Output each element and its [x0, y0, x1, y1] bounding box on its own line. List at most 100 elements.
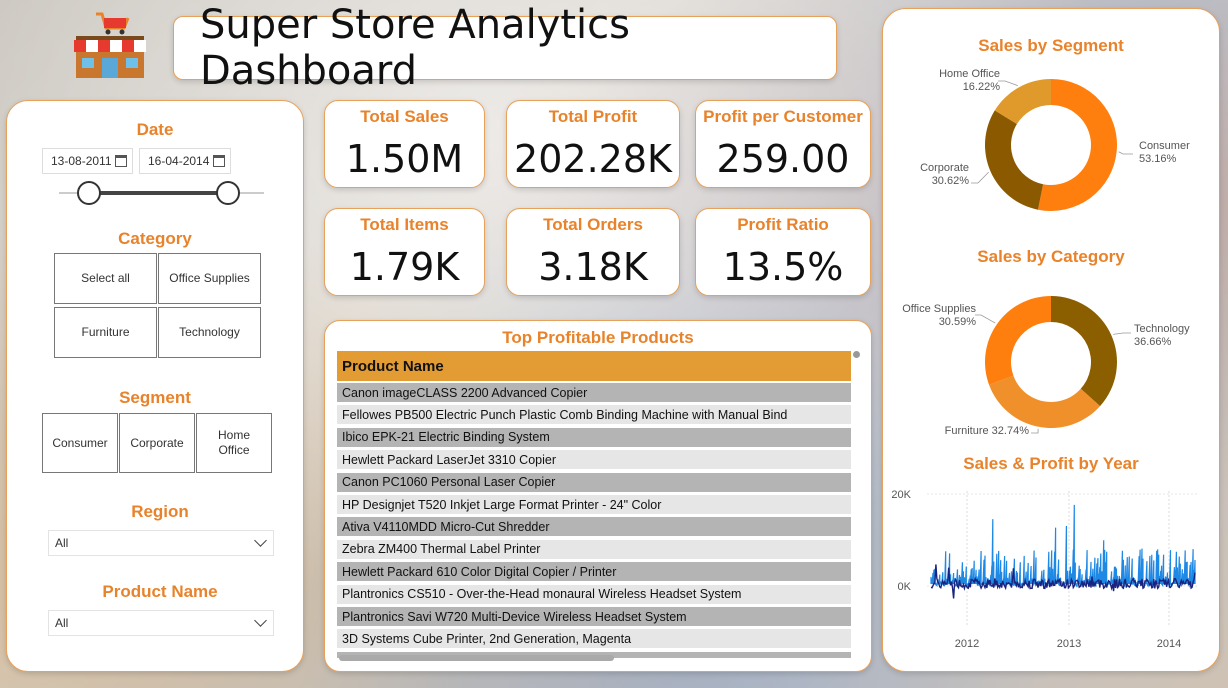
segment-filter-label: Segment: [119, 388, 191, 407]
data-label: Office Supplies: [902, 303, 976, 315]
calendar-icon[interactable]: [115, 155, 127, 167]
x-tick-label: 2014: [1157, 638, 1181, 650]
leader-line: [975, 314, 996, 324]
table-header-product-name[interactable]: Product Name: [337, 351, 851, 381]
end-date-value: 16-04-2014: [148, 154, 210, 168]
category-tile-technology[interactable]: Technology: [158, 307, 261, 358]
kpi-label: Total Sales: [360, 107, 449, 126]
date-slider-range: [89, 191, 229, 195]
data-label: 30.59%: [939, 316, 977, 328]
data-label: 36.66%: [1134, 336, 1172, 348]
leader-line: [1031, 428, 1039, 434]
x-tick-label: 2013: [1057, 638, 1081, 650]
table-row-partial: [337, 651, 851, 658]
y-tick-label: 0K: [898, 581, 912, 593]
category-chart-title: Sales by Category: [977, 247, 1125, 266]
region-filter-label: Region: [131, 502, 189, 521]
y-tick-label: 20K: [891, 489, 911, 501]
kpi-label: Total Items: [360, 215, 449, 234]
table-row[interactable]: Plantronics Savi W720 Multi-Device Wirel…: [337, 607, 851, 626]
sales-profit-chart-title: Sales & Profit by Year: [963, 454, 1139, 473]
segment-chart-title: Sales by Segment: [978, 36, 1124, 55]
vertical-scrollbar[interactable]: [853, 351, 860, 651]
table-row[interactable]: Hewlett Packard LaserJet 3310 Copier: [337, 450, 851, 470]
data-label: 53.16%: [1139, 153, 1177, 165]
donut-slice-furniture[interactable]: [989, 375, 1101, 428]
kpi-profit-ratio: Profit Ratio 13.5%: [695, 208, 871, 296]
kpi-total-items: Total Items 1.79K: [324, 208, 485, 296]
category-tile-office-supplies[interactable]: Office Supplies: [158, 253, 261, 304]
dashboard-title-box: Super Store Analytics Dashboard: [173, 2, 837, 94]
data-label: 30.62%: [932, 175, 970, 187]
kpi-label: Total Profit: [548, 107, 638, 126]
kpi-label: Total Orders: [543, 215, 643, 234]
data-label: Consumer: [1139, 140, 1190, 152]
category-tile-select-all[interactable]: Select all: [54, 253, 157, 304]
region-dropdown[interactable]: All: [48, 530, 274, 556]
leader-line: [1118, 151, 1133, 155]
category-tile-furniture[interactable]: Furniture: [54, 307, 157, 358]
region-selected-value: All: [55, 536, 69, 550]
kpi-value: 259.00: [716, 137, 850, 181]
leader-line: [998, 80, 1018, 87]
leader-line: [1113, 332, 1131, 335]
segment-tile-corporate[interactable]: Corporate: [119, 413, 195, 473]
segment-tile-consumer[interactable]: Consumer: [42, 413, 118, 473]
segment-tile-home-office[interactable]: Home Office: [196, 413, 272, 473]
table-row[interactable]: Hewlett Packard 610 Color Digital Copier…: [337, 562, 851, 582]
product-name-selected-value: All: [55, 616, 69, 630]
store-building-icon: [70, 10, 150, 82]
profit-series-line: [930, 564, 1196, 599]
page-title: Super Store Analytics Dashboard: [200, 2, 630, 94]
sales-profit-by-year-chart: 20K 0K 2012 2013 2014: [891, 489, 1199, 650]
date-slider-start-handle[interactable]: [77, 181, 101, 205]
table-row[interactable]: Canon imageCLASS 2200 Advanced Copier: [337, 383, 851, 402]
kpi-total-orders: Total Orders 3.18K: [506, 208, 680, 296]
kpi-total-profit: Total Profit 202.28K: [506, 100, 680, 188]
kpi-value: 1.79K: [349, 245, 460, 289]
donut-slice-corporate[interactable]: [985, 110, 1044, 210]
start-date-input[interactable]: 13-08-2011: [42, 148, 133, 174]
kpi-value: 1.50M: [345, 137, 464, 181]
donut-slice-technology[interactable]: [1051, 296, 1117, 407]
date-filter-label: Date: [136, 120, 174, 139]
date-slider-end-handle[interactable]: [216, 181, 240, 205]
kpi-label: Profit per Customer: [703, 107, 863, 126]
donut-slice-office-supplies[interactable]: [985, 296, 1051, 385]
table-row[interactable]: Fellowes PB500 Electric Punch Plastic Co…: [337, 405, 851, 425]
donut-slice-home-office[interactable]: [994, 79, 1051, 125]
table-row[interactable]: HP Designjet T520 Inkjet Large Format Pr…: [337, 495, 851, 514]
top-products-table-card: Top Profitable Products Product Name Can…: [324, 320, 872, 672]
table-row[interactable]: Canon PC1060 Personal Laser Copier: [337, 472, 851, 492]
calendar-icon[interactable]: [213, 155, 225, 167]
data-label: Technology: [1134, 323, 1190, 335]
filter-panel: Date 13-08-2011 16-04-2014 Category Sele…: [6, 100, 304, 672]
table-row[interactable]: Zebra ZM400 Thermal Label Printer: [337, 539, 851, 559]
product-name-filter-label: Product Name: [102, 582, 218, 601]
kpi-profit-per-customer: Profit per Customer 259.00: [695, 100, 871, 188]
data-label: 16.22%: [963, 81, 1001, 93]
chevron-down-icon: [254, 614, 267, 627]
table-row[interactable]: Ibico EPK-21 Electric Binding System: [337, 427, 851, 447]
data-label: Home Office: [939, 68, 1000, 80]
kpi-label: Profit Ratio: [737, 215, 829, 234]
end-date-input[interactable]: 16-04-2014: [139, 148, 231, 174]
kpi-total-sales: Total Sales 1.50M: [324, 100, 485, 188]
table-row[interactable]: Ativa V4110MDD Micro-Cut Shredder: [337, 517, 851, 537]
horizontal-scrollbar[interactable]: [339, 655, 614, 661]
table-row[interactable]: Plantronics CS510 - Over-the-Head monaur…: [337, 584, 851, 604]
data-label: Corporate: [920, 162, 969, 174]
product-name-dropdown[interactable]: All: [48, 610, 274, 636]
chevron-down-icon: [254, 534, 267, 547]
donut-slice-consumer[interactable]: [1037, 79, 1117, 211]
leader-line: [971, 171, 989, 184]
charts-panel: Sales by Segment Consumer 53.16% Corporate…: [882, 8, 1220, 672]
category-filter-label: Category: [118, 229, 192, 248]
table-row[interactable]: 3D Systems Cube Printer, 2nd Generation,…: [337, 629, 851, 649]
kpi-value: 13.5%: [722, 245, 844, 289]
scroll-thumb[interactable]: [853, 351, 860, 358]
x-tick-label: 2012: [955, 638, 979, 650]
data-label: Furniture 32.74%: [945, 425, 1030, 437]
